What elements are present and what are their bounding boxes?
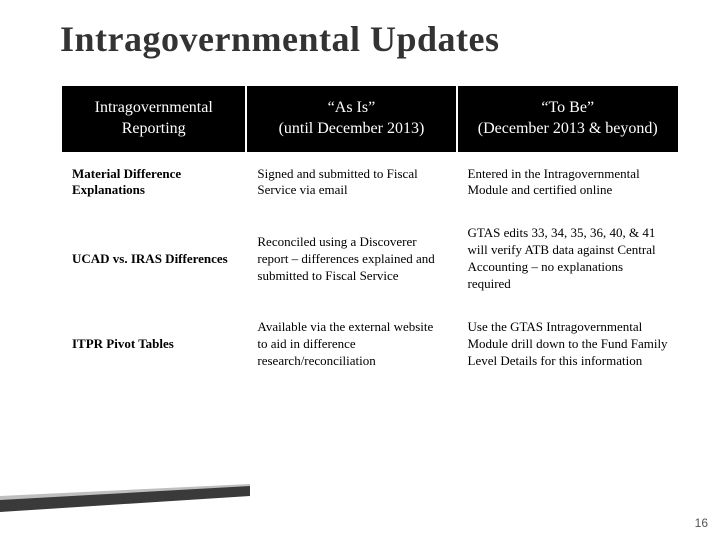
table-row: ITPR Pivot Tables Available via the exte… bbox=[61, 306, 679, 383]
slide: Intragovernmental Updates Intragovernmen… bbox=[0, 0, 720, 540]
cell-as-is: Signed and submitted to Fiscal Service v… bbox=[246, 153, 456, 213]
table-row: Material Difference Explanations Signed … bbox=[61, 153, 679, 213]
col-header-to-be: “To Be” (December 2013 & beyond) bbox=[457, 85, 680, 153]
cell-to-be: Use the GTAS Intragovernmental Module dr… bbox=[457, 306, 680, 383]
col-header-line1: “As Is” bbox=[328, 99, 376, 116]
col-header-line2: (until December 2013) bbox=[279, 120, 425, 137]
col-header-line2: Reporting bbox=[122, 120, 186, 137]
cell-to-be: GTAS edits 33, 34, 35, 36, 40, & 41 will… bbox=[457, 212, 680, 306]
col-header-line1: “To Be” bbox=[541, 99, 594, 116]
cell-as-is: Available via the external website to ai… bbox=[246, 306, 456, 383]
cell-as-is: Reconciled using a Discoverer report – d… bbox=[246, 212, 456, 306]
table-row: UCAD vs. IRAS Differences Reconciled usi… bbox=[61, 212, 679, 306]
row-label: UCAD vs. IRAS Differences bbox=[61, 212, 246, 306]
row-label: ITPR Pivot Tables bbox=[61, 306, 246, 383]
col-header-reporting: Intragovernmental Reporting bbox=[61, 85, 246, 153]
row-label: Material Difference Explanations bbox=[61, 153, 246, 213]
col-header-line1: Intragovernmental bbox=[95, 99, 213, 116]
col-header-line2: (December 2013 & beyond) bbox=[478, 120, 658, 137]
comparison-table: Intragovernmental Reporting “As Is” (unt… bbox=[60, 84, 680, 384]
decorative-wedge bbox=[0, 484, 250, 512]
cell-to-be: Entered in the Intragovernmental Module … bbox=[457, 153, 680, 213]
col-header-as-is: “As Is” (until December 2013) bbox=[246, 85, 456, 153]
page-number: 16 bbox=[695, 516, 708, 530]
page-title: Intragovernmental Updates bbox=[60, 18, 680, 60]
table-header-row: Intragovernmental Reporting “As Is” (unt… bbox=[61, 85, 679, 153]
